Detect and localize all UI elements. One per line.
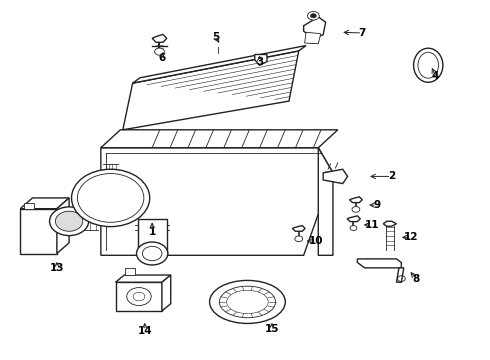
Polygon shape xyxy=(101,130,338,148)
Text: 13: 13 xyxy=(49,263,64,273)
Polygon shape xyxy=(152,35,167,42)
Polygon shape xyxy=(305,32,321,44)
Polygon shape xyxy=(20,209,57,253)
Text: 8: 8 xyxy=(413,274,419,284)
Polygon shape xyxy=(101,148,333,255)
Text: 2: 2 xyxy=(388,171,395,181)
Circle shape xyxy=(295,236,303,242)
Text: 4: 4 xyxy=(432,71,439,81)
Text: 9: 9 xyxy=(373,200,381,210)
Circle shape xyxy=(308,12,319,20)
Text: 5: 5 xyxy=(212,32,220,41)
Polygon shape xyxy=(138,220,167,253)
Text: 12: 12 xyxy=(404,232,418,242)
Polygon shape xyxy=(293,226,305,231)
Polygon shape xyxy=(162,275,171,311)
Polygon shape xyxy=(396,268,404,282)
Text: 3: 3 xyxy=(256,57,263,67)
Polygon shape xyxy=(318,148,333,255)
Text: 15: 15 xyxy=(265,324,279,334)
Text: 7: 7 xyxy=(359,28,366,38)
Polygon shape xyxy=(383,221,396,226)
Polygon shape xyxy=(323,169,347,184)
Text: 14: 14 xyxy=(138,325,152,336)
Polygon shape xyxy=(57,198,69,253)
Polygon shape xyxy=(116,275,171,282)
Circle shape xyxy=(352,207,360,212)
Text: 6: 6 xyxy=(158,53,166,63)
Circle shape xyxy=(49,207,89,235)
Polygon shape xyxy=(357,259,401,268)
Polygon shape xyxy=(123,51,299,130)
Circle shape xyxy=(55,211,83,231)
Polygon shape xyxy=(347,216,360,222)
Polygon shape xyxy=(133,45,306,83)
Circle shape xyxy=(350,226,357,230)
Polygon shape xyxy=(349,197,362,203)
Polygon shape xyxy=(20,198,69,209)
Polygon shape xyxy=(304,17,326,39)
Circle shape xyxy=(155,48,164,55)
Polygon shape xyxy=(255,54,267,65)
Circle shape xyxy=(77,174,144,222)
Text: 1: 1 xyxy=(148,227,156,237)
Polygon shape xyxy=(116,282,162,311)
Text: 11: 11 xyxy=(365,220,379,230)
Polygon shape xyxy=(125,268,135,275)
Polygon shape xyxy=(24,203,34,209)
Circle shape xyxy=(72,169,150,226)
Circle shape xyxy=(311,14,317,18)
Text: 10: 10 xyxy=(309,236,323,246)
Circle shape xyxy=(137,242,168,265)
